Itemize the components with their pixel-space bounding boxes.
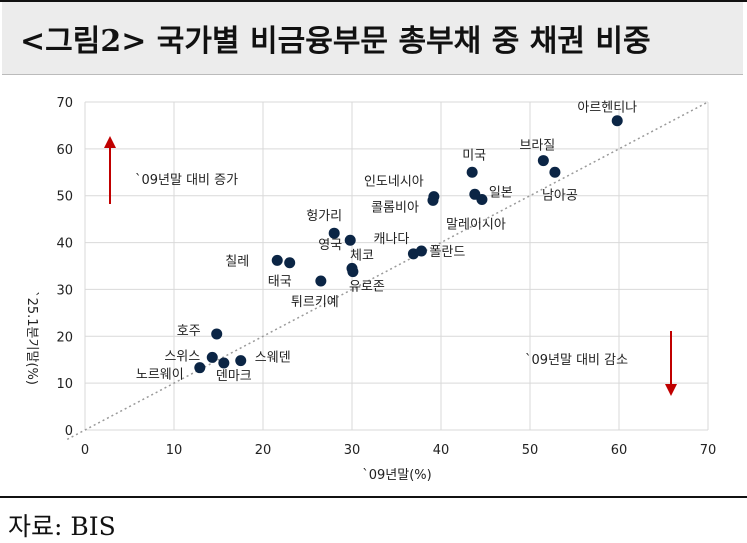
point-label: 브라질: [519, 139, 555, 154]
y-tick-label: 30: [56, 283, 73, 298]
point-label: 노르웨이: [136, 368, 184, 383]
data-point: [347, 266, 359, 278]
x-tick-label: 0: [81, 443, 89, 458]
point-label: 스위스: [164, 349, 200, 364]
bottom-rule: [0, 496, 747, 498]
data-points: [194, 115, 623, 374]
data-point: [206, 351, 218, 363]
x-tick-labels: 0 10 20 30 40 50 60 70: [81, 443, 716, 458]
y-tick-label: 70: [56, 96, 73, 111]
data-point: [537, 155, 549, 167]
title-bar: <그림2> 국가별 비금융부문 총부채 중 채권 비중: [2, 2, 743, 75]
point-label: 콜롬비아: [371, 200, 419, 215]
decrease-arrow-head: [665, 384, 677, 396]
decrease-annotation-label: `09년말 대비 감소: [525, 353, 628, 368]
y-axis-label: `25.1분기말(%): [24, 291, 39, 385]
data-point: [427, 194, 439, 206]
data-point: [415, 245, 427, 257]
point-label: 영국: [318, 238, 342, 253]
scatter-chart: 0 10 20 30 40 50 60 70 0 10 20 30 40 50 60 70 `09년말(%)…: [24, 96, 716, 483]
point-label: 덴마크: [216, 369, 252, 384]
x-axis-label: `09년말(%): [362, 468, 431, 483]
point-label: 남아공: [542, 188, 578, 203]
point-label: 튀르키예: [291, 295, 339, 310]
data-point: [271, 254, 283, 266]
data-point: [476, 193, 488, 205]
x-tick-label: 10: [166, 443, 183, 458]
source-note: 자료: BIS: [8, 512, 116, 541]
figure-title: <그림2> 국가별 비금융부문 총부채 중 채권 비중: [20, 24, 651, 59]
increase-arrow-head: [104, 136, 116, 148]
data-point: [549, 166, 561, 178]
x-tick-label: 20: [255, 443, 272, 458]
data-point: [235, 355, 247, 367]
x-tick-label: 60: [611, 443, 628, 458]
point-label: 체코: [350, 248, 374, 263]
point-label: 인도네시아: [364, 175, 424, 190]
data-point: [218, 357, 230, 369]
y-tick-label: 0: [65, 424, 73, 439]
point-label: 칠레: [225, 254, 249, 269]
point-label: 미국: [462, 148, 486, 163]
point-label: 헝가리: [306, 209, 342, 224]
grid-lines: [84, 101, 709, 431]
point-label: 스웨덴: [255, 351, 291, 366]
data-point: [466, 166, 478, 178]
data-point: [328, 227, 340, 239]
point-label: 일본: [489, 185, 513, 200]
x-tick-label: 30: [344, 443, 361, 458]
reference-diagonal-line: [66, 101, 709, 441]
x-tick-label: 70: [700, 443, 717, 458]
top-rule: [0, 0, 747, 2]
data-point: [211, 328, 223, 340]
increase-annotation-label: `09년말 대비 증가: [135, 173, 238, 188]
y-tick-label: 50: [56, 190, 73, 205]
point-label: 태국: [268, 275, 292, 290]
data-point: [344, 234, 356, 246]
data-point: [284, 257, 296, 269]
annotations: `09년말 대비 증가 `09년말 대비 감소: [104, 136, 677, 396]
point-label: 말레이시아: [446, 217, 506, 232]
x-tick-label: 50: [522, 443, 539, 458]
point-label: 아르헨티나: [577, 101, 637, 116]
y-tick-label: 40: [56, 237, 73, 252]
point-label: 폴란드: [429, 245, 465, 260]
point-label: 유로존: [349, 280, 385, 295]
point-label: 호주: [177, 324, 201, 339]
data-point: [315, 275, 327, 287]
y-tick-label: 10: [56, 377, 73, 392]
data-point: [611, 115, 623, 127]
data-point: [194, 362, 206, 374]
y-tick-label: 60: [56, 143, 73, 158]
y-tick-labels: 0 10 20 30 40 50 60 70: [56, 96, 73, 439]
figure-frame: <그림2> 국가별 비금융부문 총부채 중 채권 비중 0 10 20 30 40 50 6…: [0, 0, 747, 498]
x-tick-label: 40: [433, 443, 450, 458]
point-label: 캐나다: [373, 232, 409, 247]
y-tick-label: 20: [56, 330, 73, 345]
